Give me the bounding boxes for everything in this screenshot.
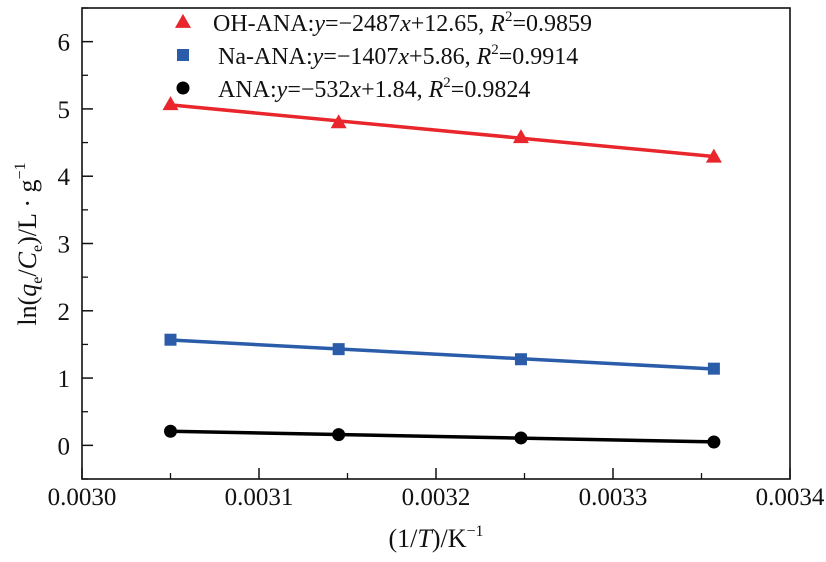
x-axis-title: (1/T)/K−1 bbox=[388, 523, 483, 553]
marker-na-ana bbox=[332, 343, 345, 356]
legend-entry-na-ana: Na-ANA:y=−1407x+5.86, R2=0.9914 bbox=[218, 42, 578, 70]
marker-ana bbox=[514, 431, 528, 445]
y-tick-label: 3 bbox=[58, 232, 71, 259]
y-axis-ticks: 0 1 2 3 4 5 6 bbox=[58, 7, 93, 480]
x-tick-label: 0.0032 bbox=[402, 484, 471, 511]
x-tick-label: 0.0030 bbox=[48, 484, 117, 511]
marker-na-ana bbox=[707, 362, 720, 375]
marker-na-ana bbox=[164, 333, 177, 346]
y-tick-label: 2 bbox=[58, 299, 71, 326]
legend-marker-oh-ana bbox=[175, 13, 191, 28]
marker-oh-ana bbox=[705, 148, 722, 163]
x-tick-label: 0.0033 bbox=[579, 484, 648, 511]
marker-ana bbox=[707, 435, 721, 449]
y-tick-label: 0 bbox=[58, 433, 71, 460]
y-tick-label: 1 bbox=[58, 366, 71, 393]
marker-oh-ana bbox=[512, 129, 529, 144]
y-axis-title: ln(qe/Ce)/L · g−1 bbox=[12, 162, 46, 325]
legend-marker-ana bbox=[176, 81, 190, 95]
y-tick-label: 4 bbox=[58, 164, 71, 191]
y-tick-label: 5 bbox=[58, 97, 71, 124]
marker-oh-ana bbox=[330, 114, 347, 129]
x-axis-ticks: 0.0030 0.0031 0.0032 0.0033 0.0034 bbox=[48, 468, 825, 511]
y-tick-label: 6 bbox=[58, 30, 71, 57]
x-tick-label: 0.0031 bbox=[225, 484, 294, 511]
marker-oh-ana bbox=[162, 96, 179, 111]
marker-ana bbox=[332, 428, 346, 442]
fit-line-na-ana bbox=[170, 338, 714, 371]
legend: OH-ANA:y=−2487x+12.65, R2=0.9859 Na-ANA:y… bbox=[175, 9, 592, 103]
legend-entry-oh-ana: OH-ANA:y=−2487x+12.65, R2=0.9859 bbox=[213, 9, 592, 37]
legend-entry-ana: ANA:y=−532x+1.84, R2=0.9824 bbox=[218, 75, 530, 103]
marker-na-ana bbox=[514, 353, 527, 366]
data-markers bbox=[162, 96, 722, 449]
legend-marker-na-ana bbox=[177, 49, 189, 61]
x-tick-label: 0.0034 bbox=[756, 484, 825, 511]
fit-line-ana bbox=[170, 429, 714, 444]
fit-line-oh-ana bbox=[170, 103, 715, 159]
marker-ana bbox=[164, 424, 177, 438]
fit-lines bbox=[170, 103, 715, 444]
